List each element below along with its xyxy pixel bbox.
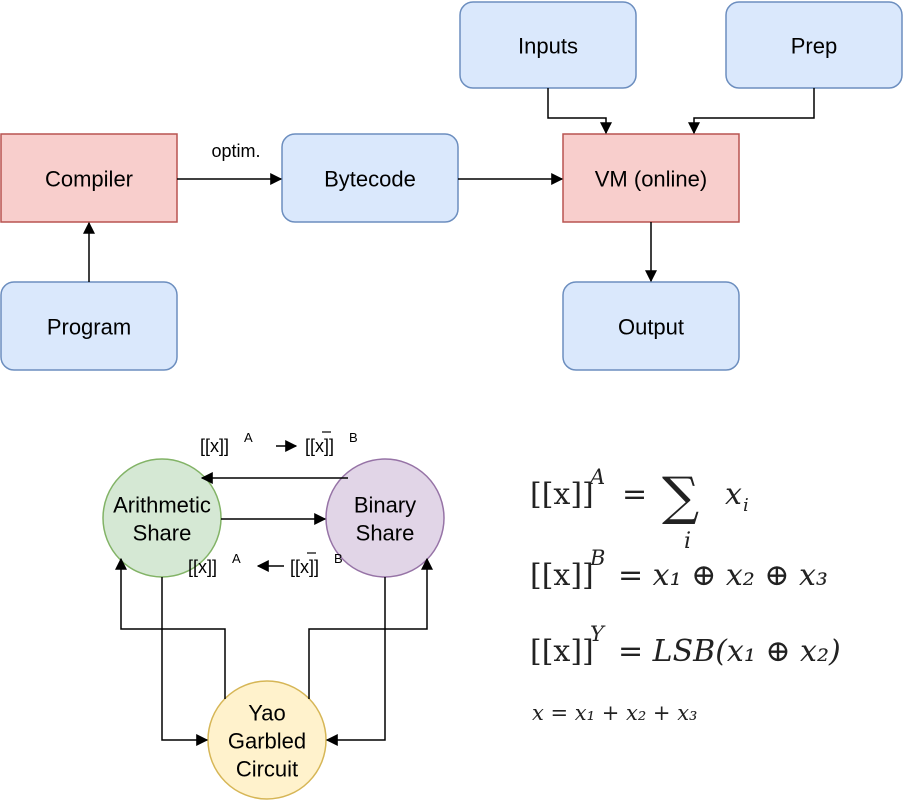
bytecode-label: Bytecode	[324, 167, 416, 192]
svg-text:[[x]]: [[x]]	[530, 477, 594, 512]
equation-sum: x = x₁ + x₂ + x₃	[532, 701, 697, 725]
yao-line-3: Circuit	[236, 757, 298, 782]
svg-text:x = x₁ + x₂ + x₃: x = x₁ + x₂ + x₃	[532, 701, 697, 725]
output-box: Output	[562, 281, 740, 371]
svg-text:[[x]]: [[x]]	[188, 557, 217, 577]
edge-yao-to-binary	[308, 557, 433, 699]
edge-prep-vm	[688, 88, 815, 135]
svg-text:Y: Y	[590, 622, 606, 646]
inputs-box: Inputs	[459, 1, 637, 89]
binary-line-2: Share	[356, 521, 415, 546]
edge-yao-to-arithmetic	[115, 557, 226, 699]
svg-text:= LSB(x₁ ⊕ x₂): = LSB(x₁ ⊕ x₂)	[618, 634, 841, 669]
svg-text:[[x]]: [[x]]	[200, 436, 229, 456]
prep-box: Prep	[725, 1, 903, 89]
program-box: Program	[0, 281, 178, 371]
yao-line-2: Garbled	[228, 729, 306, 754]
edge-inputs-vm	[547, 88, 612, 135]
svg-text:[[x]]: [[x]]	[290, 557, 319, 577]
yao-circuit-node: Yao Garbled Circuit	[207, 680, 327, 800]
svg-text:[[x]]: [[x]]	[305, 436, 334, 456]
svg-text:A: A	[588, 465, 605, 489]
equation-arithmetic: [[x]] A = ∑ i x i	[530, 465, 749, 554]
vm-label: VM (online)	[595, 167, 707, 192]
inputs-label: Inputs	[518, 34, 578, 59]
sum-symbol: ∑	[662, 467, 699, 527]
svg-text:[[x]]: [[x]]	[530, 634, 594, 669]
svg-text:A: A	[232, 551, 241, 566]
output-label: Output	[618, 315, 684, 340]
edge-binary-to-yao	[325, 577, 386, 746]
yao-line-1: Yao	[248, 701, 286, 726]
vm-box: VM (online)	[562, 133, 740, 223]
svg-text:B: B	[349, 430, 358, 445]
arithmetic-line-1: Arithmetic	[113, 493, 211, 518]
compiler-box: Compiler	[0, 133, 178, 223]
compiler-label: Compiler	[45, 167, 133, 192]
svg-text:i: i	[743, 495, 749, 516]
svg-text:B: B	[589, 546, 605, 570]
equation-binary: [[x]] B = x₁ ⊕ x₂ ⊕ x₃	[530, 546, 828, 593]
program-label: Program	[47, 315, 131, 340]
svg-text:B: B	[334, 551, 343, 566]
svg-text:i: i	[684, 529, 691, 554]
bytecode-box: Bytecode	[281, 133, 459, 223]
svg-text:= x₁ ⊕ x₂ ⊕ x₃: = x₁ ⊕ x₂ ⊕ x₃	[618, 558, 828, 593]
arithmetic-line-2: Share	[133, 521, 192, 546]
prep-label: Prep	[791, 34, 837, 59]
conversion-label-a-to-b: [[x]] A [[x]] B	[200, 430, 358, 456]
binary-share-node: Binary Share	[325, 458, 445, 578]
svg-text:x: x	[725, 477, 742, 512]
equation-yao: [[x]] Y = LSB(x₁ ⊕ x₂)	[530, 622, 841, 669]
edge-arithmetic-to-yao	[161, 577, 209, 746]
svg-text:A: A	[244, 430, 253, 445]
binary-line-1: Binary	[354, 493, 416, 518]
svg-text:[[x]]: [[x]]	[530, 558, 594, 593]
conversion-label-b-to-a: [[x]] A [[x]] B	[188, 551, 343, 577]
svg-text:=: =	[622, 477, 647, 512]
optim-label: optim.	[211, 141, 260, 161]
